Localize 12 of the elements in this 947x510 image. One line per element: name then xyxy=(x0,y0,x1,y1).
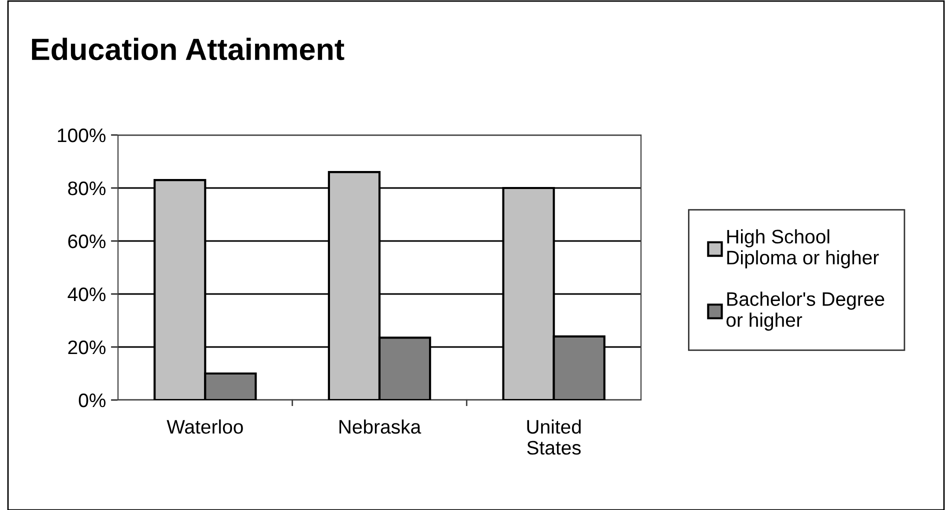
legend-label: High School Diploma or higher xyxy=(727,229,879,268)
y-tick-label: 40% xyxy=(68,287,106,302)
y-tick-label: 20% xyxy=(68,340,106,354)
chart-title: Education Attainment xyxy=(32,38,344,60)
x-tick-label: Waterloo xyxy=(166,419,243,434)
y-tick-label: 60% xyxy=(68,234,106,248)
y-tick-label: 100% xyxy=(58,128,106,142)
x-tick-label: Nebraska xyxy=(339,419,422,434)
x-tick-label: United States xyxy=(527,419,581,455)
legend-label: Bachelor's Degree or higher xyxy=(726,292,884,331)
y-tick-label: 80% xyxy=(68,181,106,196)
y-tick-label: 0% xyxy=(78,393,106,408)
